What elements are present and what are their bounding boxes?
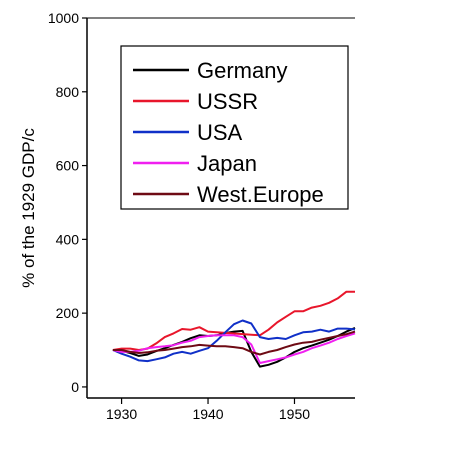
series-layer: [112, 290, 356, 368]
x-tick-label: 1930: [106, 406, 137, 422]
y-tick-label: 400: [56, 231, 80, 247]
plot-frame: [86, 17, 355, 399]
y-tick-label: 800: [56, 84, 80, 100]
x-tick-label: 1950: [279, 406, 310, 422]
series-line-ussr: [112, 290, 355, 351]
x-ticks: 1930 1940 1950: [106, 398, 310, 422]
legend-label-west-europe: West.Europe: [197, 182, 324, 207]
legend-label-ussr: USSR: [197, 89, 258, 114]
y-tick-label: 1000: [48, 10, 79, 26]
y-tick-label: 600: [56, 158, 80, 174]
x-tick-label: 1940: [192, 406, 223, 422]
y-tick-label: 200: [56, 305, 80, 321]
legend-label-japan: Japan: [197, 151, 257, 176]
series-line-west-europe: [112, 330, 356, 356]
legend-label-usa: USA: [197, 120, 243, 145]
legend-box: [120, 45, 349, 210]
series-line-japan: [112, 332, 356, 364]
series-line-usa: [112, 319, 356, 363]
y-ticks: 0 200 400 600 800 1000: [48, 10, 87, 395]
legend-label-germany: Germany: [197, 58, 287, 83]
y-axis-title: % of the 1929 GDP/c: [19, 128, 38, 288]
y-tick-label: 0: [71, 379, 79, 395]
legend: Germany USSR USA Japan West.Europe: [120, 45, 349, 210]
